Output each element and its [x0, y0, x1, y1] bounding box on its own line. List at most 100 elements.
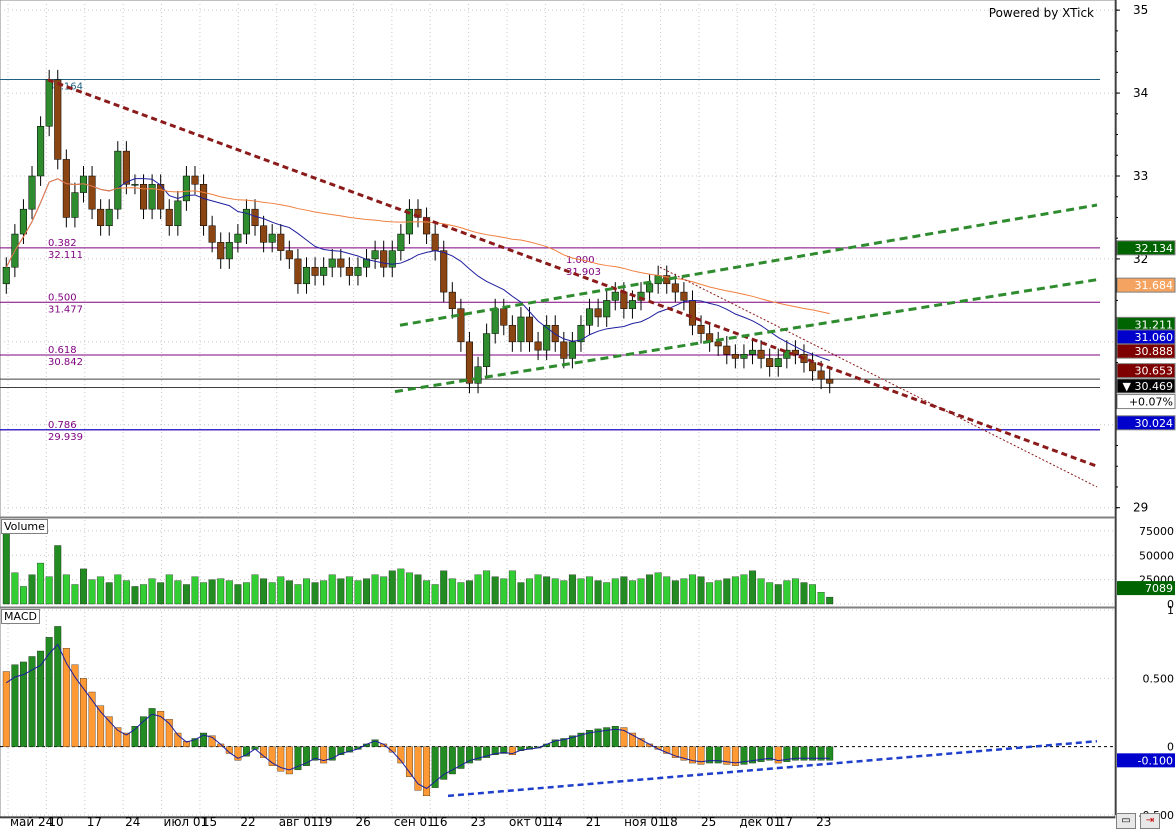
macd-bar: [2, 671, 10, 747]
volume-bar: [526, 578, 533, 605]
candle: [191, 175, 199, 185]
macd-bar: [577, 732, 585, 747]
volume-bar: [448, 578, 456, 605]
volume-bar: [88, 579, 96, 605]
volume-bar: [217, 578, 225, 605]
macd-bar: [826, 746, 834, 761]
macd-bar: [268, 746, 276, 766]
candle: [440, 250, 448, 293]
macd-bar: [405, 746, 413, 777]
x-tick-label: 16: [432, 815, 447, 829]
volume-bar: [671, 580, 679, 605]
candle: [697, 325, 705, 334]
candle: [637, 291, 645, 301]
window-restore-icon[interactable]: ▭: [1116, 813, 1136, 829]
volume-bar: [285, 580, 293, 605]
x-tick-label: окт 01: [509, 815, 550, 829]
volume-bar: [337, 578, 345, 605]
volume-bar: [766, 582, 774, 605]
candle: [423, 217, 431, 235]
candle: [165, 208, 173, 227]
volume-bar: [105, 582, 113, 605]
macd-bar: [697, 746, 705, 765]
macd-bar: [345, 746, 353, 753]
volume-bar: [165, 574, 173, 605]
volume-tick-label: 0: [1167, 598, 1174, 611]
volume-bar: [363, 578, 370, 605]
volume-bar: [320, 580, 328, 605]
macd-bar: [457, 746, 465, 769]
fib-level-label: 0.786: [48, 420, 77, 431]
candle: [646, 283, 654, 293]
volume-bar: [260, 578, 268, 605]
volume-bar: [174, 580, 182, 605]
price-tag: [1116, 343, 1176, 359]
macd-bar: [483, 746, 491, 758]
volume-bar: [354, 580, 362, 605]
candle: [500, 308, 508, 326]
volume-bar: [749, 570, 756, 605]
candle: [474, 366, 482, 384]
macd-bar: [740, 746, 748, 765]
candle: [234, 233, 242, 243]
candle: [88, 175, 96, 210]
candle: [594, 308, 602, 318]
macd-bar: [749, 746, 756, 764]
candle: [671, 283, 679, 293]
candle: [723, 345, 731, 355]
macd-bar: [508, 746, 516, 756]
price-tick-label: 33: [1133, 169, 1148, 183]
candle: [508, 325, 516, 343]
volume-bar: [817, 592, 825, 605]
candle: [628, 300, 636, 309]
candle: [448, 291, 456, 309]
candle: [225, 242, 233, 260]
volume-tick-label: 50000: [1139, 549, 1174, 562]
candle: [71, 192, 79, 218]
volume-bar: [809, 584, 816, 605]
candle: [62, 159, 70, 218]
volume-bar: [774, 584, 782, 605]
candle: [105, 208, 113, 227]
price-tag: [1116, 240, 1176, 256]
macd-bar: [97, 705, 105, 747]
volume-bar: [37, 562, 45, 605]
exit-icon[interactable]: ⇥: [1140, 813, 1160, 829]
volume-bar: [311, 582, 319, 605]
volume-bar: [251, 574, 259, 605]
candle: [680, 291, 688, 301]
volume-bar: [11, 572, 19, 605]
volume-bar: [28, 574, 36, 605]
candle: [311, 266, 319, 276]
macd-bar: [517, 746, 525, 751]
volume-bar: [54, 545, 62, 605]
macd-bar: [303, 746, 310, 766]
macd-bar: [11, 664, 19, 747]
volume-bar: [440, 570, 448, 605]
macd-bar: [337, 746, 345, 756]
candle: [483, 333, 491, 367]
volume-bar: [757, 578, 765, 605]
candle: [791, 349, 799, 355]
candle: [251, 208, 259, 227]
candle: [294, 258, 302, 285]
x-tick-label: 17: [87, 815, 102, 829]
moving-average-blue: [5, 178, 830, 361]
x-tick-label: авг 01: [279, 815, 319, 829]
candle: [577, 325, 585, 343]
volume-bar: [826, 596, 834, 605]
macd-bar: [20, 661, 27, 747]
macd-bar: [200, 732, 208, 747]
volume-last-tag: [1117, 581, 1175, 596]
candle: [200, 184, 208, 227]
macd-bar: [783, 746, 791, 762]
macd-bar: [328, 746, 336, 761]
candle: [465, 341, 474, 384]
x-tick-label: июл 01: [164, 815, 209, 829]
candle: [371, 250, 379, 260]
macd-bar: [182, 741, 190, 747]
volume-bar: [388, 570, 396, 605]
volume-bar: [714, 580, 722, 605]
macd-bar: [225, 746, 233, 754]
